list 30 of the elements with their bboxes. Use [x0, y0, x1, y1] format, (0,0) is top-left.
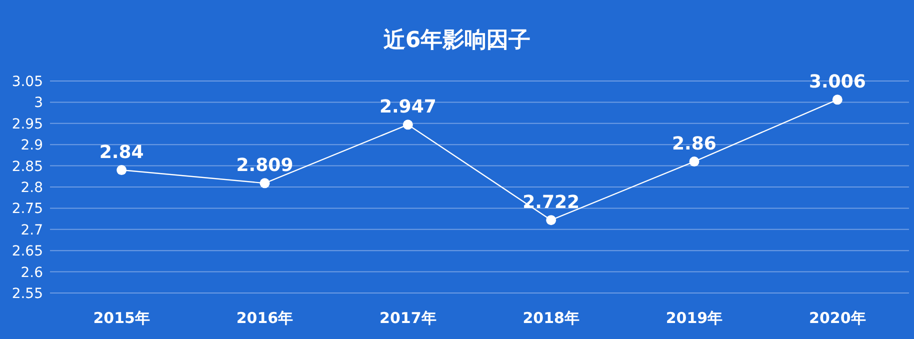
y-tick-label: 2.6 [20, 264, 44, 281]
data-label: 2.86 [672, 134, 716, 155]
data-label: 2.84 [99, 142, 144, 164]
data-label: 3.006 [808, 72, 866, 93]
x-tick-label: 2018年 [522, 309, 580, 327]
point [689, 156, 700, 167]
x-tick-label: 2015年 [93, 309, 150, 327]
x-tick-label: 2017年 [380, 309, 436, 327]
point [260, 178, 270, 188]
y-tick-label: 2.85 [12, 158, 43, 175]
y-tick-label: 3.05 [12, 74, 43, 90]
x-tick-label: 2020年 [809, 309, 866, 327]
x-tick-label: 2016年 [236, 309, 294, 327]
x-tick-label: 2019年 [666, 309, 723, 327]
data-label: 2.947 [379, 96, 436, 118]
data-label: 2.809 [236, 155, 294, 176]
y-tick-label: 2.65 [12, 244, 43, 260]
y-tick-label: 2.7 [20, 222, 43, 238]
y-tick-label: 2.95 [12, 116, 43, 132]
chart-title: 近6年影响因子 [382, 28, 531, 53]
y-tick-label: 2.9 [20, 138, 43, 154]
point [116, 165, 127, 176]
point [546, 215, 556, 226]
y-tick-label: 2.75 [12, 201, 43, 218]
point [402, 120, 413, 130]
y-tick-label: 2.55 [12, 286, 43, 302]
y-tick-label: 2.8 [20, 180, 43, 196]
y-tick-label: 3 [34, 95, 43, 112]
point [832, 94, 842, 105]
data-label: 2.722 [522, 192, 580, 214]
